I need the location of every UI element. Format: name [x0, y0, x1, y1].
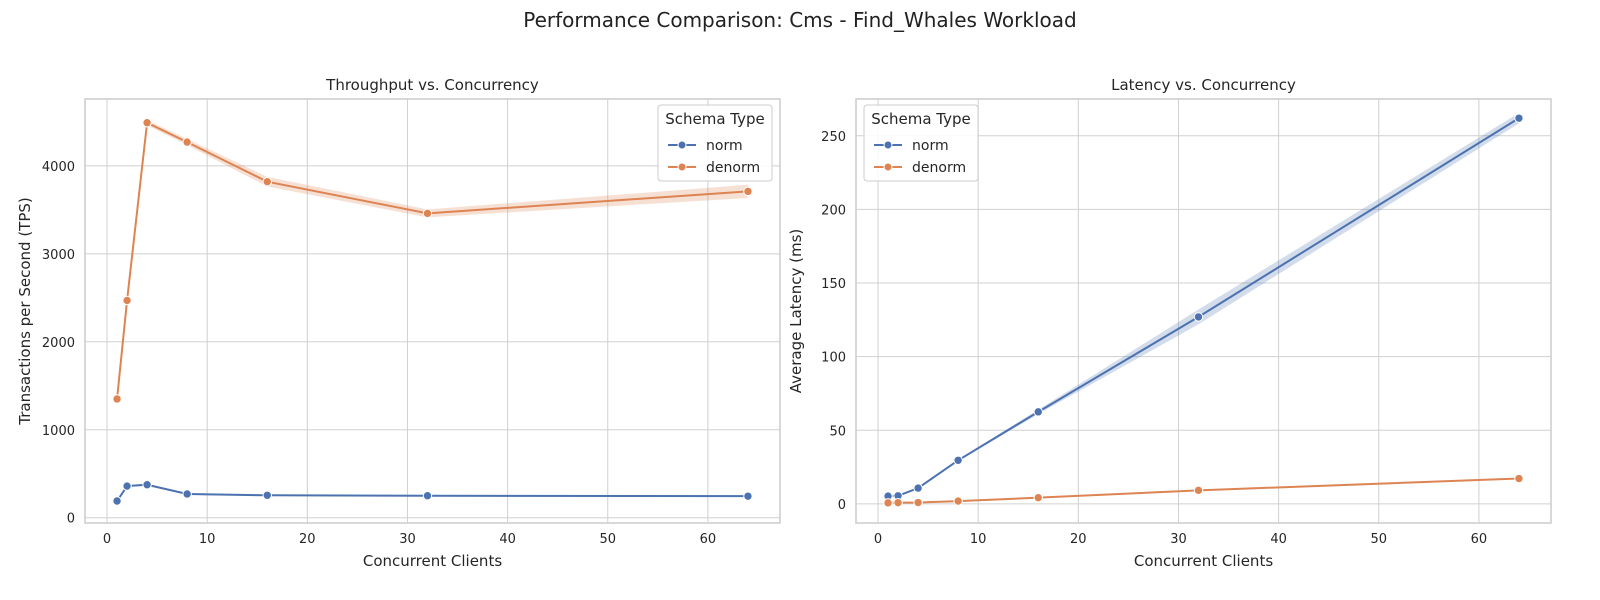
y-tick-label: 3000	[42, 248, 75, 263]
axes-frame	[84, 98, 781, 524]
y-tick-label: 4000	[42, 160, 75, 175]
legend-norm-marker	[883, 140, 893, 150]
y-tick-label: 2000	[42, 336, 75, 351]
series-denorm-point	[1514, 473, 1524, 484]
x-axis-label: Concurrent Clients	[363, 552, 502, 570]
series-norm-point	[112, 496, 122, 506]
legend-norm-label: norm	[706, 138, 743, 154]
y-tick-label: 0	[67, 512, 75, 527]
legend: Schema Type norm denorm	[657, 104, 773, 182]
series-norm-point	[422, 491, 433, 501]
series-norm-point	[122, 481, 132, 491]
x-tick-label: 40	[1270, 532, 1287, 547]
series-norm-point	[953, 455, 963, 465]
series-denorm-point	[1033, 492, 1043, 503]
series-norm-point	[743, 491, 753, 501]
series-norm-point	[1033, 407, 1043, 417]
x-tick-label: 30	[399, 532, 416, 547]
x-tick-label: 0	[874, 532, 882, 547]
chart-title: Latency vs. Concurrency	[1111, 76, 1296, 94]
legend-title: Schema Type	[665, 110, 765, 128]
y-axis-label: Transactions per Second (TPS)	[16, 197, 34, 425]
chart-title: Throughput vs. Concurrency	[325, 76, 539, 94]
series-denorm-point	[743, 186, 753, 197]
y-tick-label: 1000	[42, 424, 75, 439]
y-tick-label: 200	[821, 203, 846, 218]
legend-title: Schema Type	[871, 110, 971, 128]
legend: Schema Type norm denorm	[863, 104, 979, 182]
series-denorm-point	[112, 394, 122, 404]
series-norm-point	[262, 490, 272, 500]
y-axis-label: Average Latency (ms)	[787, 229, 805, 394]
x-tick-label: 10	[970, 532, 987, 547]
series-denorm-point	[1193, 485, 1204, 496]
series-denorm-point	[883, 498, 893, 508]
series-norm-point	[142, 480, 152, 490]
x-tick-label: 60	[700, 532, 717, 547]
y-tick-label: 0	[838, 498, 846, 513]
x-axis-label: Concurrent Clients	[1134, 552, 1273, 570]
series-denorm-point	[182, 137, 192, 147]
series-norm-point	[913, 483, 923, 493]
x-tick-label: 20	[1070, 532, 1087, 547]
series-denorm-point	[893, 497, 903, 508]
legend-norm-marker	[677, 140, 687, 150]
figure-title: Performance Comparison: Cms - Find_Whale…	[523, 8, 1077, 32]
x-tick-label: 50	[1370, 532, 1387, 547]
x-tick-label: 20	[299, 532, 316, 547]
chart-1: 0 10 20 30 40 50 60 0 1000 2000 3000 4000 Throughput…	[16, 76, 781, 570]
series-denorm-point	[953, 496, 963, 506]
legend-norm-label: norm	[912, 138, 949, 154]
series-norm-point	[1514, 113, 1524, 123]
axes-frame	[855, 98, 1552, 524]
x-tick-label: 30	[1170, 532, 1187, 547]
x-tick-label: 40	[499, 532, 516, 547]
x-tick-label: 60	[1471, 532, 1488, 547]
y-tick-label: 150	[821, 277, 846, 292]
series-norm-point	[1193, 312, 1204, 322]
series-denorm-point	[913, 497, 923, 508]
y-tick-label: 100	[821, 351, 846, 366]
legend-box	[863, 104, 979, 182]
chart-2: 0 10 20 30 40 50 60 0 50 100 150 200 250 Latency vs. …	[787, 76, 1552, 570]
legend-denorm-label: denorm	[912, 160, 966, 176]
series-denorm-point	[142, 118, 152, 128]
legend-box	[657, 104, 773, 182]
y-tick-label: 50	[829, 424, 846, 439]
series-denorm-point	[262, 176, 272, 187]
x-tick-label: 50	[599, 532, 616, 547]
x-tick-label: 10	[199, 532, 216, 547]
series-denorm-point	[422, 208, 433, 219]
legend-denorm-label: denorm	[706, 160, 760, 176]
legend-denorm-marker	[677, 162, 687, 172]
series-denorm-point	[122, 295, 132, 306]
series-norm-point	[182, 489, 192, 499]
x-tick-label: 0	[103, 532, 111, 547]
y-tick-label: 250	[821, 130, 846, 145]
legend-denorm-marker	[883, 162, 893, 172]
